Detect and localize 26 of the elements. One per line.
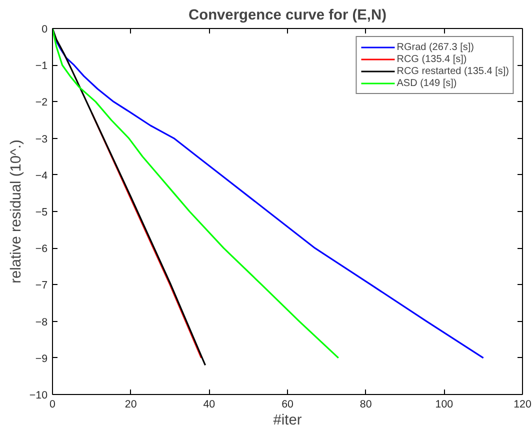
y-tick-label: −2	[35, 96, 48, 109]
legend-label: RCG restarted (135.4 [s])	[396, 66, 509, 76]
x-tick-label: 20	[124, 398, 137, 410]
x-tick-label: 60	[282, 398, 294, 410]
x-tick-label: 80	[360, 398, 372, 410]
chart-title: Convergence curve for (E,N)	[188, 8, 387, 24]
y-tick-label: −10	[29, 390, 48, 402]
y-tick-label: −6	[35, 243, 48, 256]
y-tick-label: −3	[35, 133, 48, 146]
legend-label: ASD (149 [s])	[396, 78, 457, 88]
line-series	[52, 28, 340, 359]
y-tick-label: −4	[35, 170, 48, 182]
y-tick-label: −8	[35, 316, 48, 328]
legend-label: RCG (135.4 [s])	[396, 54, 467, 64]
y-tick-label: −7	[35, 280, 48, 292]
y-tick-label: −5	[35, 206, 48, 218]
x-tick-label: 40	[203, 398, 216, 410]
y-tick-label: −9	[35, 352, 48, 365]
y-axis-title: relative residual (10^.)	[8, 140, 24, 284]
y-tick-label: 0	[42, 24, 48, 36]
legend-label: RGrad (267.3 [s])	[396, 42, 474, 52]
x-tick-label: 0	[50, 398, 56, 410]
x-axis-title: #iter	[273, 412, 302, 428]
x-tick-label: 100	[435, 398, 454, 410]
x-tick-label: 120	[514, 398, 532, 410]
y-tick-label: −1	[35, 60, 48, 72]
